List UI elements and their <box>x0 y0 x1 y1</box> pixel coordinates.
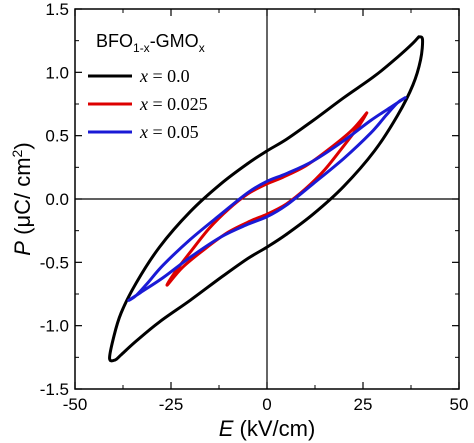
y-tick-label: -1.5 <box>40 380 69 399</box>
series-line-0 <box>108 35 425 363</box>
legend-label-var: x <box>139 122 148 142</box>
x-ticks: -50 -25 0 25 50 <box>63 9 469 414</box>
series-line-2 <box>127 96 407 302</box>
legend-title-main: BFO <box>96 31 133 51</box>
legend-label-var: x <box>139 94 148 114</box>
legend-title: BFO1-x-GMOx <box>96 31 205 55</box>
plot-area <box>74 8 460 390</box>
y-tick-label: 1.5 <box>45 0 69 19</box>
legend-label-value: = 0.05 <box>148 122 199 142</box>
x-axis-label: E (kV/cm) <box>219 416 316 441</box>
y-axis-unit-superscript: 2 <box>9 149 25 157</box>
y-axis-unit: (μC/ cm <box>10 157 35 241</box>
legend-title-sub1: 1-x <box>133 41 150 55</box>
legend-label-value: = 0.025 <box>148 94 208 114</box>
x-tick-label: 0 <box>262 395 271 414</box>
y-ticks: -1.5 -1.0 -0.5 0.0 0.5 1.0 1.5 <box>40 0 459 399</box>
y-tick-label: -1.0 <box>40 317 69 336</box>
legend-label-value: = 0.0 <box>148 66 190 86</box>
x-tick-label: 50 <box>450 395 469 414</box>
legend-title-sub2: x <box>199 41 205 55</box>
x-tick-label: -25 <box>159 395 184 414</box>
legend-title-mid: -GMO <box>150 31 199 51</box>
y-tick-label: 0.5 <box>45 127 69 146</box>
y-tick-label: 0.0 <box>45 190 69 209</box>
y-tick-label: -0.5 <box>40 253 69 272</box>
y-axis-variable: P <box>10 241 35 256</box>
y-axis-unit-close: ) <box>10 142 35 149</box>
y-tick-label: 1.0 <box>45 63 69 82</box>
legend-label-0: x = 0.0 <box>139 66 190 86</box>
x-axis-variable: E <box>219 416 234 441</box>
legend-label-var: x <box>139 66 148 86</box>
series-layer <box>108 35 425 363</box>
x-tick-label: -50 <box>63 395 88 414</box>
legend-label-1: x = 0.025 <box>139 94 208 114</box>
x-tick-label: 25 <box>354 395 373 414</box>
legend-label-2: x = 0.05 <box>139 122 199 142</box>
y-axis-label: P (μC/ cm2) <box>9 142 35 255</box>
x-axis-unit: (kV/cm) <box>233 416 315 441</box>
